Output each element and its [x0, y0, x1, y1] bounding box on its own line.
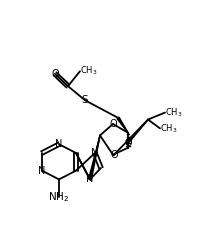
Polygon shape: [88, 135, 100, 180]
Text: NH$_2$: NH$_2$: [48, 190, 69, 204]
Text: S: S: [81, 95, 88, 105]
Text: O: O: [124, 138, 131, 148]
Text: CH$_3$: CH$_3$: [80, 65, 97, 77]
Text: CH$_3$: CH$_3$: [159, 122, 177, 135]
Text: O: O: [51, 69, 59, 79]
Text: N: N: [38, 166, 45, 176]
Text: O: O: [109, 119, 116, 129]
Text: N: N: [86, 175, 93, 184]
Text: N: N: [91, 148, 98, 158]
Text: O: O: [110, 150, 117, 160]
Polygon shape: [116, 117, 127, 133]
Text: N: N: [55, 139, 62, 149]
Text: CH$_3$: CH$_3$: [164, 106, 182, 119]
